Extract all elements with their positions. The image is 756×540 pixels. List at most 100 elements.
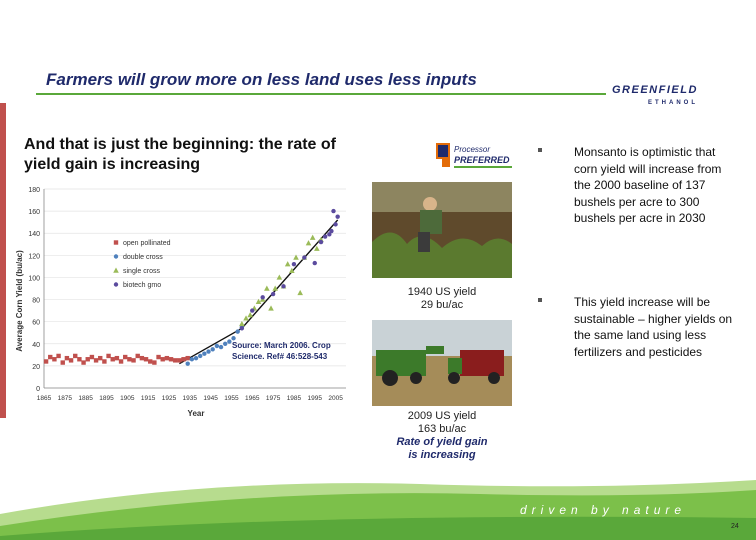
x-tick-label: 1925 — [162, 395, 177, 402]
logo-sub-text: ETHANOL — [648, 100, 698, 106]
data-point — [135, 353, 140, 359]
caption-1940: 1940 US yield 29 bu/ac — [372, 286, 512, 312]
caption-2009-line4: is increasing — [408, 449, 476, 461]
y-tick-label: 20 — [32, 364, 40, 371]
data-point — [243, 315, 249, 321]
data-point — [93, 358, 99, 363]
data-point — [333, 222, 338, 227]
data-point — [114, 355, 120, 361]
data-point — [118, 359, 124, 364]
chart-panel: And that is just the beginning: the rate… — [6, 103, 366, 418]
data-point — [250, 308, 255, 313]
data-point — [264, 285, 270, 291]
x-tick-label: 1885 — [78, 395, 93, 402]
data-point — [123, 354, 128, 360]
caption-2009-line1: 2009 US yield — [407, 410, 477, 422]
data-point — [214, 343, 220, 349]
data-point — [284, 261, 291, 267]
badge-line2: PREFERRED — [454, 155, 510, 165]
data-point — [309, 234, 316, 240]
data-point — [102, 359, 107, 364]
data-point — [89, 354, 95, 360]
data-point — [322, 234, 328, 239]
logo-main-text: GREENFIELD — [612, 84, 698, 96]
bullet-marker — [538, 298, 542, 302]
processor-preferred-badge: Processor PREFERRED — [432, 137, 516, 177]
data-point — [239, 326, 245, 331]
data-point — [202, 351, 207, 356]
legend-label: biotech gmo — [123, 282, 161, 289]
data-point — [148, 359, 153, 364]
data-point — [64, 355, 70, 361]
data-point — [331, 208, 336, 214]
legend-marker — [113, 254, 119, 259]
data-point — [106, 353, 111, 359]
data-point — [193, 355, 199, 361]
data-point — [305, 240, 312, 246]
tagline: driven by nature — [520, 503, 687, 517]
data-point — [291, 261, 297, 267]
bullet-text-1: Monsanto is optimistic that corn yield w… — [574, 145, 722, 225]
x-tick-label: 2005 — [328, 395, 343, 402]
data-point — [218, 344, 224, 350]
data-point — [77, 357, 82, 362]
data-point — [60, 360, 65, 365]
data-point — [314, 245, 320, 251]
y-tick-label: 80 — [32, 298, 40, 305]
x-tick-label: 1915 — [141, 395, 156, 402]
trend-line — [241, 219, 339, 329]
y-axis-label: Average Corn Yield (bu/ac) — [15, 250, 24, 352]
legend-marker — [113, 282, 119, 287]
data-point — [164, 355, 170, 361]
legend-label: open pollinated — [123, 240, 171, 247]
data-point — [297, 289, 303, 296]
data-point — [56, 353, 61, 359]
x-tick-label: 1955 — [224, 395, 239, 402]
slide-title: Farmers will grow more on less land uses… — [46, 70, 477, 89]
left-accent-strip — [0, 103, 6, 418]
title-rule — [36, 93, 606, 95]
badge-line1: Processor — [454, 145, 490, 154]
data-point — [43, 359, 49, 364]
data-point — [231, 336, 236, 341]
y-tick-label: 140 — [28, 231, 40, 238]
bullet-text-2: This yield increase will be sustainable … — [574, 295, 733, 359]
data-point — [181, 357, 186, 362]
data-point — [81, 360, 86, 365]
data-point — [293, 254, 299, 260]
data-point — [177, 358, 182, 363]
data-point — [131, 358, 136, 363]
x-tick-label: 1935 — [183, 395, 198, 402]
x-tick-label: 1945 — [203, 395, 218, 402]
yield-chart: 0 20 40 60 80 100 120 140 160 180 1865 1875 1885 1895… — [15, 187, 346, 418]
data-point — [235, 329, 240, 334]
data-point — [52, 357, 57, 362]
x-tick-label: 1895 — [99, 395, 114, 402]
data-point — [127, 357, 132, 362]
data-point — [189, 357, 195, 362]
data-point — [302, 255, 307, 260]
y-tick-label: 0 — [36, 386, 40, 393]
data-point — [139, 355, 145, 361]
data-point — [206, 349, 211, 354]
legend-label: single cross — [123, 268, 160, 275]
data-point — [227, 339, 232, 344]
x-axis-label: Year — [188, 409, 205, 418]
data-point — [85, 357, 90, 362]
caption-2009: 2009 US yield 163 bu/ac Rate of yield ga… — [372, 410, 512, 462]
data-point — [329, 228, 334, 234]
greenfield-logo: GREENFIELD ETHANOL — [612, 84, 732, 110]
legend-marker — [113, 240, 119, 245]
data-point — [289, 267, 295, 274]
data-point — [260, 295, 265, 300]
data-point — [168, 357, 174, 362]
x-tick-label: 1995 — [308, 395, 323, 402]
chart-heading: And that is just the beginning: the rate… — [24, 136, 336, 173]
chart-source-line2: Science. Ref# 46:528-543 — [232, 352, 328, 361]
data-point — [73, 353, 78, 359]
caption-2009-line3: Rate of yield gain — [396, 436, 488, 448]
data-point — [272, 285, 278, 291]
y-tick-label: 100 — [28, 275, 40, 282]
data-point — [281, 284, 286, 289]
data-point — [247, 312, 253, 318]
